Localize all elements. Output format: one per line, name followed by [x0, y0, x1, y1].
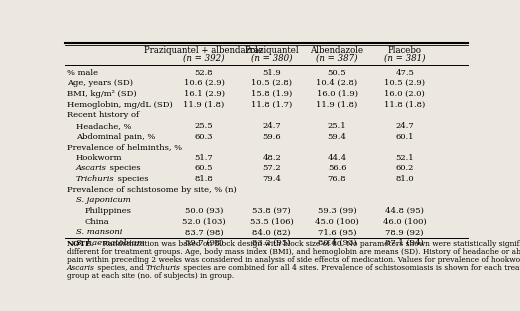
- Text: 89.7 (98): 89.7 (98): [185, 239, 224, 247]
- Text: species: species: [114, 175, 148, 183]
- Text: Praziquantel + albendazole: Praziquantel + albendazole: [145, 46, 264, 55]
- Text: 52.8: 52.8: [194, 69, 213, 77]
- Text: S. japonicum: S. japonicum: [76, 197, 131, 204]
- Text: 60.2: 60.2: [396, 165, 414, 173]
- Text: 11.9 (1.8): 11.9 (1.8): [184, 100, 225, 109]
- Text: (n = 381): (n = 381): [384, 53, 425, 62]
- Text: 81.8: 81.8: [194, 175, 213, 183]
- Text: Albendazole: Albendazole: [310, 46, 363, 55]
- Text: S. haematobium: S. haematobium: [76, 239, 145, 247]
- Text: 60.3: 60.3: [195, 132, 213, 141]
- Text: 45.0 (100): 45.0 (100): [315, 218, 359, 226]
- Text: 51.9: 51.9: [263, 69, 281, 77]
- Text: Hookworm: Hookworm: [76, 154, 122, 162]
- Text: 25.5: 25.5: [194, 122, 213, 130]
- Text: 52.1: 52.1: [395, 154, 414, 162]
- Text: 59.6: 59.6: [263, 132, 281, 141]
- Text: 44.8 (95): 44.8 (95): [385, 207, 424, 215]
- Text: Headache, %: Headache, %: [76, 122, 132, 130]
- Text: 76.8: 76.8: [328, 175, 346, 183]
- Text: species: species: [107, 165, 140, 173]
- Text: 78.9 (92): 78.9 (92): [385, 228, 424, 236]
- Text: 16.0 (2.0): 16.0 (2.0): [384, 90, 425, 98]
- Text: (n = 387): (n = 387): [316, 53, 358, 62]
- Text: 84.0 (82): 84.0 (82): [253, 228, 291, 236]
- Text: Recent history of: Recent history of: [67, 111, 139, 119]
- Text: 24.7: 24.7: [395, 122, 414, 130]
- Text: Trichuris: Trichuris: [146, 264, 181, 272]
- Text: Trichuris: Trichuris: [76, 175, 114, 183]
- Text: 60.5: 60.5: [195, 165, 213, 173]
- Text: Prevalence of schistosome by site, % (n): Prevalence of schistosome by site, % (n): [67, 186, 237, 194]
- Text: NOTE.: NOTE.: [67, 240, 95, 248]
- Text: Prevalence of helminths, %: Prevalence of helminths, %: [67, 143, 182, 151]
- Text: % male: % male: [67, 69, 98, 77]
- Text: 50.0 (93): 50.0 (93): [185, 207, 223, 215]
- Text: 44.4: 44.4: [328, 154, 347, 162]
- Text: 10.6 (2.9): 10.6 (2.9): [184, 79, 225, 87]
- Text: China: China: [85, 218, 109, 226]
- Text: S. mansoni: S. mansoni: [76, 228, 122, 236]
- Text: BMI, kg/m² (SD): BMI, kg/m² (SD): [67, 90, 137, 98]
- Text: 80.4 (93): 80.4 (93): [318, 239, 356, 247]
- Text: 60.1: 60.1: [396, 132, 414, 141]
- Text: 11.9 (1.8): 11.9 (1.8): [316, 100, 358, 109]
- Text: 56.6: 56.6: [328, 165, 346, 173]
- Text: Randomization was based on block design with block size of 80. No parameters sho: Randomization was based on block design …: [95, 240, 520, 248]
- Text: 59.3 (99): 59.3 (99): [318, 207, 356, 215]
- Text: 52.0 (103): 52.0 (103): [182, 218, 226, 226]
- Text: pain within preceding 2 weeks was considered in analysis of side effects of medi: pain within preceding 2 weeks was consid…: [67, 256, 520, 264]
- Text: 53.5 (106): 53.5 (106): [250, 218, 294, 226]
- Text: Philippines: Philippines: [85, 207, 132, 215]
- Text: 24.7: 24.7: [263, 122, 281, 130]
- Text: Praziquantel: Praziquantel: [244, 46, 299, 55]
- Text: 10.5 (2.8): 10.5 (2.8): [251, 79, 292, 87]
- Text: 79.4: 79.4: [262, 175, 281, 183]
- Text: 53.8 (97): 53.8 (97): [252, 207, 291, 215]
- Text: Abdominal pain, %: Abdominal pain, %: [76, 132, 155, 141]
- Text: Placebo: Placebo: [388, 46, 422, 55]
- Text: 11.8 (1.8): 11.8 (1.8): [384, 100, 425, 109]
- Text: (n = 380): (n = 380): [251, 53, 292, 62]
- Text: 10.4 (2.8): 10.4 (2.8): [317, 79, 358, 87]
- Text: 50.5: 50.5: [328, 69, 346, 77]
- Text: 46.0 (100): 46.0 (100): [383, 218, 426, 226]
- Text: 25.1: 25.1: [328, 122, 346, 130]
- Text: 87.1 (94): 87.1 (94): [385, 239, 424, 247]
- Text: 81.0: 81.0: [395, 175, 414, 183]
- Text: 48.2: 48.2: [263, 154, 281, 162]
- Text: 16.0 (1.9): 16.0 (1.9): [317, 90, 358, 98]
- Text: 16.1 (2.9): 16.1 (2.9): [184, 90, 225, 98]
- Text: different for treatment groups. Age, body mass index (BMI), and hemoglobin are m: different for treatment groups. Age, bod…: [67, 248, 520, 256]
- Text: 83.7 (98): 83.7 (98): [185, 228, 224, 236]
- Text: group at each site (no. of subjects) in group.: group at each site (no. of subjects) in …: [67, 272, 234, 280]
- Text: 51.7: 51.7: [194, 154, 213, 162]
- Text: 47.5: 47.5: [395, 69, 414, 77]
- Text: 71.6 (95): 71.6 (95): [318, 228, 356, 236]
- Text: 10.5 (2.9): 10.5 (2.9): [384, 79, 425, 87]
- Text: species are combined for all 4 sites. Prevalence of schistosomiasis is shown for: species are combined for all 4 sites. Pr…: [181, 264, 520, 272]
- Text: Ascaris: Ascaris: [67, 264, 95, 272]
- Text: (n = 392): (n = 392): [183, 53, 225, 62]
- Text: 15.8 (1.9): 15.8 (1.9): [251, 90, 292, 98]
- Text: Hemoglobin, mg/dL (SD): Hemoglobin, mg/dL (SD): [67, 100, 173, 109]
- Text: 83.2 (95): 83.2 (95): [253, 239, 291, 247]
- Text: 59.4: 59.4: [328, 132, 346, 141]
- Text: Ascaris: Ascaris: [76, 165, 107, 173]
- Text: 11.8 (1.7): 11.8 (1.7): [251, 100, 292, 109]
- Text: Age, years (SD): Age, years (SD): [67, 79, 133, 87]
- Text: species, and: species, and: [95, 264, 146, 272]
- Text: 57.2: 57.2: [263, 165, 281, 173]
